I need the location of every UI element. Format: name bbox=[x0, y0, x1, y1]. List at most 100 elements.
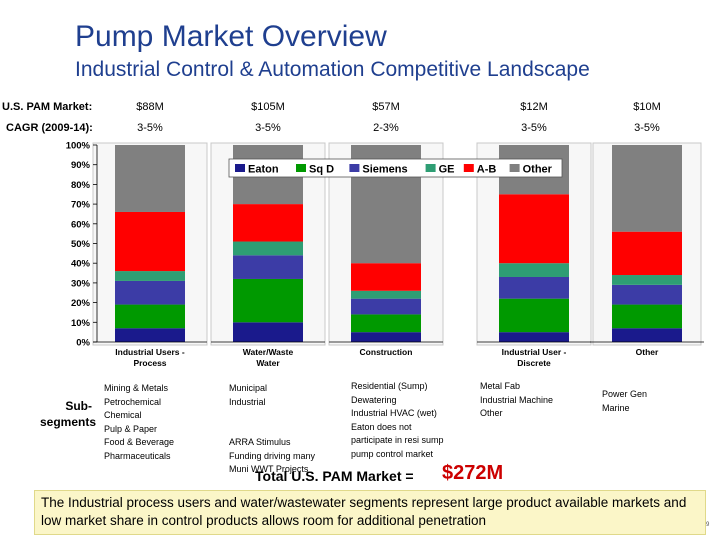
subsegment-item: Muni WWT Projects bbox=[229, 464, 309, 474]
subsegment-item bbox=[229, 409, 315, 423]
bar-a-b-2 bbox=[351, 263, 421, 291]
subsegment-item: Food & Beverage bbox=[104, 437, 175, 447]
market-row-label: U.S. PAM Market: bbox=[2, 101, 93, 113]
bar-siemens-3 bbox=[499, 276, 569, 299]
market-value-1: $105M bbox=[251, 101, 285, 113]
subsegment-item: pump control market bbox=[351, 448, 434, 459]
subsegment-item: Power Gen bbox=[602, 389, 648, 399]
bar-a-b-4 bbox=[612, 231, 682, 276]
subsegment-item: Marine bbox=[602, 402, 630, 413]
cagr-value-3: 3-5% bbox=[521, 122, 547, 134]
bar-eaton-4 bbox=[612, 328, 682, 342]
legend-swatch-sq-d bbox=[296, 164, 306, 172]
y-tick-label: 20% bbox=[71, 298, 91, 309]
cagr-value-4: 3-5% bbox=[634, 122, 660, 134]
total-market-label: Total U.S. PAM Market = bbox=[255, 468, 414, 484]
subsegment-item: Mining & Metals bbox=[104, 383, 169, 393]
page-number: 9 bbox=[706, 522, 710, 528]
subsegment-item: Pharmaceuticals bbox=[104, 450, 171, 461]
cagr-value-2: 2-3% bbox=[373, 122, 399, 134]
legend-swatch-ge bbox=[425, 164, 436, 172]
bar-a-b-3 bbox=[499, 194, 569, 264]
legend-label: A-B bbox=[477, 164, 497, 176]
bar-sq-d-0 bbox=[115, 304, 185, 329]
x-category-label: Industrial User -Discrete bbox=[502, 347, 567, 368]
subsegment-list-3: Metal Fab Industrial Machine Other bbox=[480, 380, 553, 421]
market-value-2: $57M bbox=[372, 101, 400, 113]
subsegment-list-0: Mining & Metals Petrochemical Chemical Pulp… bbox=[104, 382, 174, 463]
bar-eaton-0 bbox=[115, 328, 185, 342]
legend-swatch-eaton bbox=[235, 164, 245, 172]
y-tick-label: 60% bbox=[71, 219, 91, 230]
subsegment-item: Metal Fab bbox=[480, 381, 521, 391]
subsegments-label: Sub- segments bbox=[40, 399, 97, 429]
y-tick-label: 30% bbox=[71, 278, 91, 289]
market-value-0: $88M bbox=[136, 101, 164, 113]
bar-siemens-4 bbox=[612, 284, 682, 305]
bar-ge-0 bbox=[115, 271, 185, 281]
market-value-3: $12M bbox=[520, 101, 548, 113]
bar-other-0 bbox=[115, 145, 185, 212]
y-tick-label: 100% bbox=[66, 141, 91, 152]
subsegment-item: Industrial HVAC (wet) bbox=[351, 408, 437, 418]
y-tick-label: 70% bbox=[71, 200, 91, 211]
subsegment-item: Petrochemical bbox=[104, 396, 162, 407]
legend-label: Siemens bbox=[362, 164, 407, 176]
bar-eaton-2 bbox=[351, 332, 421, 342]
legend-box bbox=[228, 158, 563, 178]
bar-siemens-2 bbox=[351, 298, 421, 315]
cagr-value-1: 3-5% bbox=[255, 122, 281, 134]
chart-legend: Eaton Sq D Siemens GE A-B Other bbox=[228, 158, 563, 178]
legend-label: GE bbox=[439, 164, 455, 176]
bar-a-b-1 bbox=[233, 204, 303, 242]
y-tick-label: 40% bbox=[71, 259, 91, 270]
bar-ge-2 bbox=[351, 290, 421, 299]
subsegment-list-1: Municipal Industrial ARRA Stimulus Funding… bbox=[229, 382, 315, 477]
page-subtitle: Industrial Control & Automation Competit… bbox=[75, 58, 590, 81]
bar-siemens-0 bbox=[115, 280, 185, 305]
bar-eaton-1 bbox=[233, 322, 303, 342]
x-category-label: Construction bbox=[360, 347, 413, 357]
y-tick-label: 90% bbox=[71, 160, 91, 171]
bar-sq-d-3 bbox=[499, 298, 569, 333]
subsegment-item: Funding driving many bbox=[229, 450, 316, 461]
summary-note: The Industrial process users and water/w… bbox=[34, 490, 706, 535]
subsegment-item: Pulp & Paper bbox=[104, 423, 158, 434]
subsegment-item: participate in resi sump bbox=[351, 435, 444, 445]
bar-ge-1 bbox=[233, 241, 303, 256]
cagr-value-0: 3-5% bbox=[137, 122, 163, 134]
subsegment-item: Dewatering bbox=[351, 394, 397, 405]
subsegment-item: Other bbox=[480, 408, 503, 418]
y-tick-label: 0% bbox=[76, 338, 90, 349]
cagr-row-label: CAGR (2009-14): bbox=[6, 122, 93, 134]
subsegment-item: Chemical bbox=[104, 410, 142, 420]
y-tick-label: 50% bbox=[71, 239, 91, 250]
subsegment-item: Industrial Machine bbox=[480, 394, 554, 405]
legend-label: Eaton bbox=[248, 164, 279, 176]
bar-other-4 bbox=[612, 145, 682, 232]
bar-siemens-1 bbox=[233, 255, 303, 279]
legend-swatch-a-b bbox=[463, 164, 474, 172]
bar-ge-3 bbox=[499, 263, 569, 277]
bar-sq-d-4 bbox=[612, 304, 682, 329]
bar-sq-d-1 bbox=[233, 278, 303, 323]
stacked-bar-chart: 0% 10% 20% 30% 40% 50% 60% 70% 80% 90% 100% Industr… bbox=[66, 141, 704, 368]
page-title: Pump Market Overview bbox=[75, 20, 387, 53]
bar-sq-d-2 bbox=[351, 314, 421, 333]
subsegment-item: Residential (Sump) bbox=[351, 381, 428, 391]
y-tick-label: 80% bbox=[71, 180, 91, 191]
market-value-4: $10M bbox=[633, 101, 661, 113]
subsegment-item: ARRA Stimulus bbox=[229, 437, 291, 447]
legend-swatch-siemens bbox=[349, 164, 360, 172]
x-category-label: Industrial Users -Process bbox=[115, 347, 185, 368]
legend-label: Sq D bbox=[309, 164, 334, 176]
subsegment-item: Industrial bbox=[229, 396, 266, 407]
subsegment-item: Eaton does not bbox=[351, 421, 412, 432]
subsegment-list-4: Power Gen Marine bbox=[602, 388, 647, 415]
bar-ge-4 bbox=[612, 275, 682, 285]
y-tick-label: 10% bbox=[71, 318, 91, 329]
legend-swatch-other bbox=[509, 164, 520, 172]
subsegment-list-2: Residential (Sump) Dewatering Industrial H… bbox=[351, 380, 444, 461]
subsegment-item bbox=[229, 423, 315, 437]
x-category-label: Water/Waste Water bbox=[243, 347, 294, 368]
